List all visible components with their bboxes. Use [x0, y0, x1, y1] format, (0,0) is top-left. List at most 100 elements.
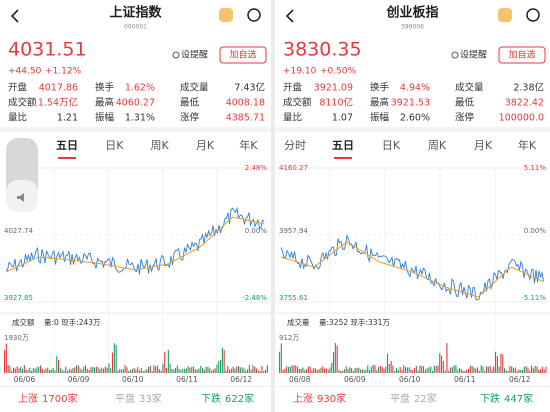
volume-bar — [126, 367, 128, 373]
volume-bar — [164, 352, 166, 373]
volume-bar — [343, 369, 345, 373]
watchlist-button[interactable]: 加自选 — [508, 49, 535, 61]
stat-label: 成交量 — [180, 82, 209, 94]
down-count: 447家 — [504, 392, 533, 405]
tab[interactable]: 月K — [474, 139, 493, 152]
avatar-icon[interactable] — [498, 8, 512, 22]
volume-bar — [516, 370, 518, 373]
volume-bar — [408, 367, 410, 373]
volume-bar — [493, 366, 495, 373]
volume-bar — [496, 356, 498, 373]
tab[interactable]: 日K — [382, 139, 401, 152]
volume-bar — [184, 369, 186, 373]
search-icon[interactable] — [247, 8, 261, 22]
tab[interactable]: 五日 — [332, 139, 354, 152]
separator — [0, 386, 271, 387]
volume-bar — [466, 369, 468, 373]
volume-bar — [18, 368, 20, 373]
stat-label: 最高 — [95, 97, 114, 109]
volume-bar — [522, 369, 524, 373]
volume-bar — [229, 369, 231, 373]
volume-bar — [176, 365, 178, 373]
watchlist-button-bg[interactable] — [498, 46, 546, 64]
stat-label: 涨停 — [180, 112, 200, 124]
volume-bar — [495, 351, 497, 373]
tab[interactable]: 日K — [105, 139, 124, 152]
volume-bar — [193, 366, 195, 373]
volume-bar — [396, 367, 398, 373]
volume-bar — [369, 369, 371, 373]
volume-bar — [103, 368, 105, 373]
volume-bar — [370, 366, 372, 373]
volume-bar — [43, 369, 45, 373]
volume-bar — [298, 368, 300, 373]
volume-bar — [86, 368, 88, 373]
volume-bar — [534, 365, 536, 373]
alert-button[interactable]: 设提醒 — [460, 50, 487, 61]
separator — [275, 127, 550, 132]
volume-bar — [263, 370, 265, 373]
volume-bar — [67, 370, 69, 373]
volume-bar — [59, 367, 61, 373]
volume-bar — [198, 368, 200, 373]
tab[interactable]: 月K — [196, 139, 215, 152]
volume-bar — [11, 370, 13, 373]
volume-bar — [439, 353, 441, 373]
tab[interactable]: 五日 — [56, 139, 78, 152]
stat-value: 3921.53 — [391, 98, 430, 109]
volume-bar — [306, 369, 308, 373]
avatar-icon[interactable] — [219, 8, 233, 22]
volume-bar — [345, 366, 347, 373]
date-label: 06/12 — [509, 375, 531, 384]
search-icon[interactable] — [526, 8, 540, 22]
tab[interactable]: 年K — [239, 138, 258, 152]
volume-bar — [169, 363, 171, 373]
volume-bar — [203, 369, 205, 373]
stat-label: 成交额 — [283, 97, 312, 109]
volume-bar — [223, 349, 225, 373]
volume-bar — [214, 368, 216, 373]
volume-bar — [14, 368, 16, 373]
back-button[interactable] — [285, 9, 294, 23]
back-button[interactable] — [10, 9, 19, 23]
watchlist-button[interactable]: 加自选 — [229, 49, 256, 61]
volume-bar — [9, 366, 11, 373]
volume-bar — [166, 368, 168, 373]
tab[interactable]: 周K — [428, 139, 447, 152]
up-count: 930家 — [317, 392, 346, 405]
volume-bar — [433, 365, 435, 373]
volume-bar — [505, 370, 507, 373]
date-label: 06/11 — [454, 375, 476, 384]
volume-bar — [487, 366, 489, 373]
volume-bar — [354, 368, 356, 373]
volume-bar — [331, 362, 333, 373]
stat-value: 3822.42 — [505, 98, 544, 109]
watchlist-button-bg[interactable] — [219, 46, 267, 64]
stat-label: 量比 — [283, 112, 302, 124]
volume-bar — [475, 368, 477, 373]
volume-bar — [250, 369, 252, 373]
volume-bar — [363, 370, 365, 373]
alert-button[interactable]: 设提醒 — [181, 50, 208, 61]
volume-bar — [236, 366, 238, 373]
volume-bar — [540, 369, 542, 373]
volume-bar — [245, 370, 247, 373]
volume-bar — [302, 367, 304, 373]
tab[interactable]: 年K — [518, 138, 537, 152]
tab[interactable]: 分时 — [284, 139, 306, 152]
volume-bar — [307, 366, 309, 373]
volume-bar — [471, 365, 473, 373]
volume-bar — [45, 368, 47, 373]
volume-bar — [358, 367, 360, 373]
volume-bar — [325, 368, 327, 373]
volume-bar — [144, 370, 146, 373]
volume-bar — [70, 369, 72, 373]
divider — [271, 0, 275, 412]
volume-bar — [153, 365, 155, 373]
volume-bar — [356, 367, 358, 373]
volume-bar — [518, 369, 520, 373]
volume-bar — [54, 370, 56, 373]
volume-bar — [284, 368, 286, 373]
tab[interactable]: 周K — [151, 139, 170, 152]
volume-bar — [232, 366, 234, 373]
